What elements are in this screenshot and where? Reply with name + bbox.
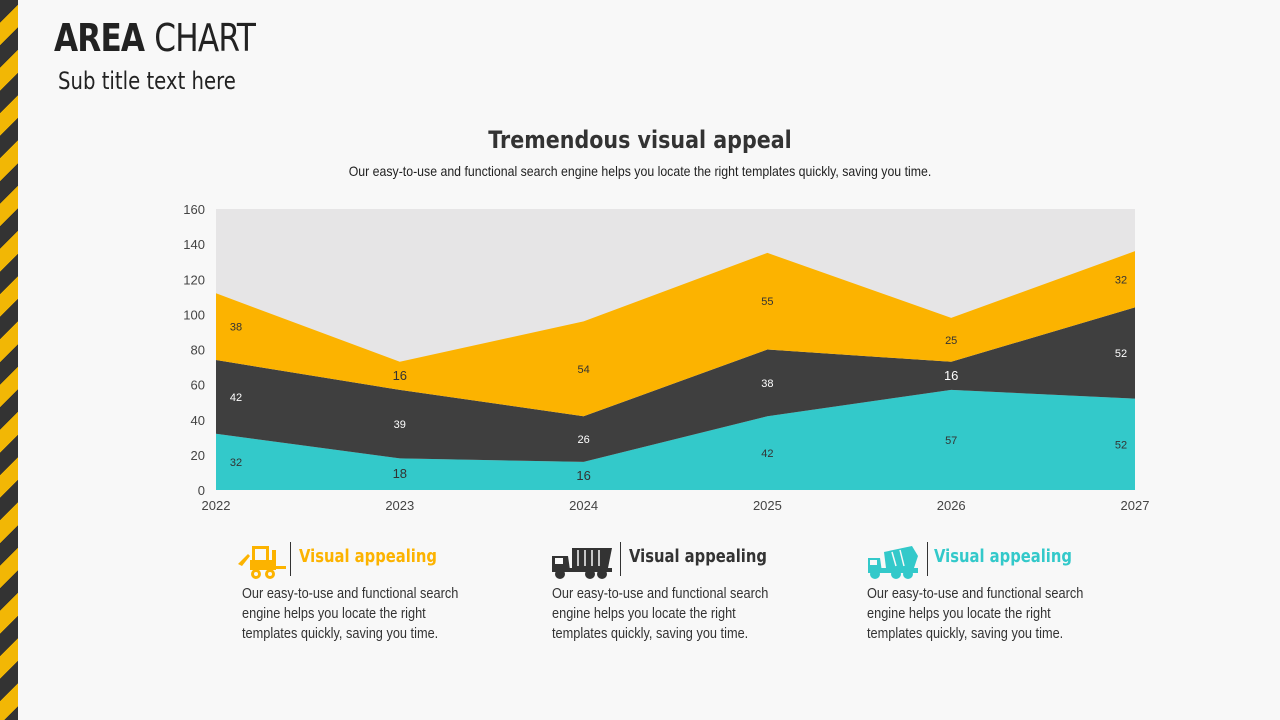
y-tick-label: 0 xyxy=(198,483,205,498)
data-label: 54 xyxy=(577,364,589,376)
chart-subtitle: Our easy-to-use and functional search en… xyxy=(348,163,932,179)
cement-mixer-icon xyxy=(866,544,920,585)
x-tick-label: 2022 xyxy=(202,498,231,513)
feature-card-1: Visual appealing Our easy-to-use and fun… xyxy=(236,540,496,642)
page-title-bold: AREA xyxy=(54,16,145,60)
data-label: 25 xyxy=(945,335,957,347)
y-tick-label: 20 xyxy=(191,448,205,463)
data-label: 52 xyxy=(1115,439,1127,451)
data-label: 16 xyxy=(576,468,590,483)
hazard-stripe-decoration xyxy=(0,0,18,720)
data-label: 55 xyxy=(761,296,773,308)
card-divider xyxy=(290,542,291,576)
page-subtitle: Sub title text here xyxy=(58,67,236,95)
x-tick-label: 2025 xyxy=(753,498,782,513)
data-label: 52 xyxy=(1115,348,1127,360)
card-divider xyxy=(620,542,621,576)
data-label: 57 xyxy=(945,435,957,447)
x-tick-label: 2027 xyxy=(1121,498,1150,513)
area-series-2 xyxy=(216,307,1135,462)
card-text: Our easy-to-use and functional search en… xyxy=(552,586,769,642)
data-label: 18 xyxy=(393,466,407,481)
chart-title: Tremendous visual appeal xyxy=(488,126,792,154)
data-label: 16 xyxy=(944,368,958,383)
data-label: 42 xyxy=(761,448,773,460)
y-tick-label: 120 xyxy=(183,272,205,287)
area-series-3 xyxy=(216,251,1135,417)
page-title: AREA CHART xyxy=(54,14,256,62)
data-label: 16 xyxy=(393,368,407,383)
dump-truck-icon xyxy=(550,544,614,585)
card-heading: Visual appealing xyxy=(934,546,1072,567)
data-label: 39 xyxy=(394,419,406,431)
data-label: 38 xyxy=(230,322,242,334)
data-label: 38 xyxy=(761,378,773,390)
x-tick-label: 2024 xyxy=(569,498,598,513)
card-divider xyxy=(927,542,928,576)
data-label: 26 xyxy=(577,434,589,446)
y-tick-label: 80 xyxy=(191,343,205,358)
y-tick-label: 40 xyxy=(191,413,205,428)
forklift-icon xyxy=(236,544,288,585)
y-tick-label: 140 xyxy=(183,237,205,252)
y-tick-label: 100 xyxy=(183,307,205,322)
x-tick-label: 2023 xyxy=(385,498,414,513)
data-label: 42 xyxy=(230,392,242,404)
card-text: Our easy-to-use and functional search en… xyxy=(242,586,459,642)
card-heading: Visual appealing xyxy=(299,546,437,567)
feature-card-2: Visual appealing Our easy-to-use and fun… xyxy=(550,540,810,642)
feature-card-3: Visual appealing Our easy-to-use and fun… xyxy=(866,540,1126,642)
page-title-rest: CHART xyxy=(154,16,256,60)
y-tick-label: 160 xyxy=(183,202,205,217)
x-tick-label: 2026 xyxy=(937,498,966,513)
y-tick-label: 60 xyxy=(191,378,205,393)
card-heading: Visual appealing xyxy=(629,546,767,567)
card-text: Our easy-to-use and functional search en… xyxy=(867,586,1084,642)
area-series-1 xyxy=(216,389,1135,490)
data-label: 32 xyxy=(1115,274,1127,286)
data-label: 32 xyxy=(230,457,242,469)
